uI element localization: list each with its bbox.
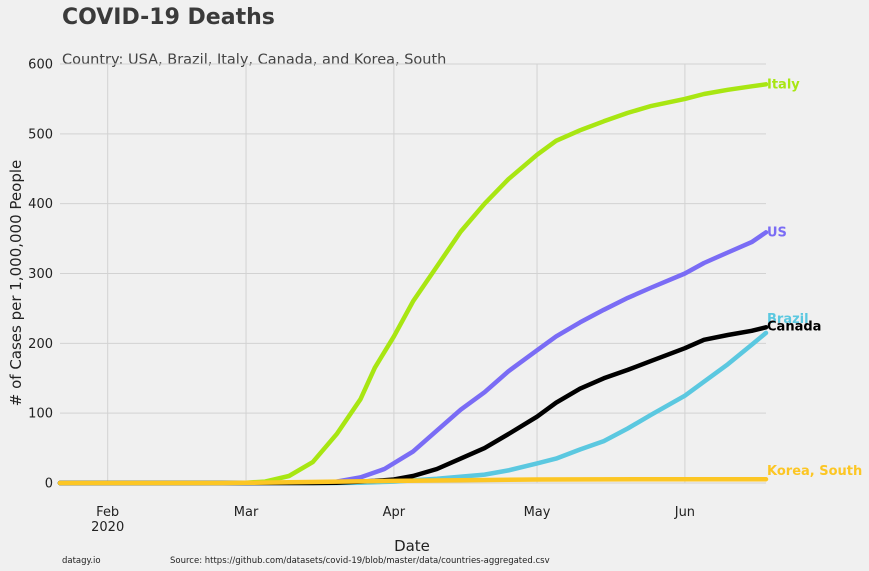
y-axis-label: # of Cases per 1,000,000 People (7, 160, 25, 406)
series-line-korea-south (57, 476, 769, 486)
series-label-italy: Italy (767, 77, 800, 92)
x-tick-label: Apr (383, 505, 406, 520)
x-tick-label: Jun (674, 505, 695, 520)
y-tick-label: 300 (28, 267, 53, 282)
chart-title: COVID-19 Deaths (62, 5, 275, 30)
y-tick-label: 600 (28, 58, 53, 73)
series-label-brazil: Brazil (767, 312, 809, 327)
y-tick-label: 500 (28, 127, 53, 142)
x-tick-label: Feb (96, 505, 119, 520)
series-label-korea-south: Korea, South (767, 464, 862, 479)
y-axis-ticks: 0 100 200 300 400 500 600 (28, 58, 53, 492)
y-tick-label: 100 (28, 407, 53, 422)
series-line-italy (57, 82, 769, 486)
footer-source: Source: https://github.com/datasets/covi… (170, 556, 550, 566)
series-line-canada (57, 325, 769, 486)
chart-subtitle: Country: USA, Brazil, Italy, Canada, and… (62, 52, 446, 68)
x-tick-sublabel: 2020 (91, 520, 124, 535)
y-tick-label: 400 (28, 197, 53, 212)
series-label-us: US (767, 225, 787, 240)
grid-lines (60, 63, 766, 484)
series-label-canada: Canada (767, 319, 821, 334)
series-lines (57, 82, 769, 486)
footer-credit: datagy.io (62, 556, 101, 566)
x-tick-label: May (524, 505, 551, 520)
x-axis-label: Date (394, 537, 430, 555)
y-tick-label: 0 (45, 477, 53, 492)
y-tick-label: 200 (28, 337, 53, 352)
x-tick-label: Mar (234, 505, 259, 520)
series-labels: Italy US Brazil Korea, South Canada (767, 77, 862, 479)
